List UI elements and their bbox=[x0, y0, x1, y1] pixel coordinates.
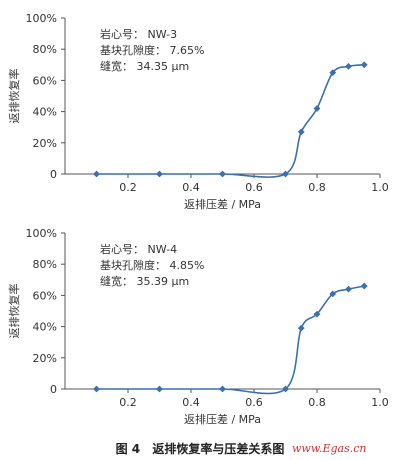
y-axis-title: 返排恢复率 bbox=[7, 284, 21, 339]
x-tick-label: 0.8 bbox=[308, 396, 326, 409]
data-point bbox=[282, 170, 289, 178]
data-point bbox=[313, 310, 321, 318]
figure-caption: 图 4 返排恢复率与压差关系图 bbox=[0, 440, 400, 457]
x-tick-label: 0.4 bbox=[182, 396, 200, 409]
annotation-line: 基块孔隙度： 4.85% bbox=[100, 258, 204, 272]
x-axis-title: 返排压差 / MPa bbox=[184, 412, 261, 426]
data-point bbox=[93, 170, 100, 178]
data-point bbox=[156, 385, 163, 393]
data-point bbox=[156, 170, 163, 178]
data-point bbox=[297, 324, 305, 332]
y-tick-label: 0 bbox=[50, 383, 57, 396]
data-point bbox=[93, 385, 100, 393]
data-point bbox=[360, 61, 368, 69]
y-axis-title: 返排恢复率 bbox=[7, 69, 21, 124]
series-line bbox=[96, 285, 365, 395]
x-tick-label: 0.2 bbox=[119, 396, 137, 409]
data-point bbox=[329, 290, 337, 298]
x-tick-label: 0.4 bbox=[182, 181, 200, 194]
y-tick-label: 80% bbox=[33, 258, 57, 271]
annotation-line: 岩心号： NW-4 bbox=[100, 242, 177, 256]
y-tick-label: 0 bbox=[50, 168, 57, 181]
data-point bbox=[345, 285, 352, 293]
data-point bbox=[313, 105, 321, 112]
x-tick-label: 1.0 bbox=[371, 396, 389, 409]
annotation-line: 基块孔隙度： 7.65% bbox=[100, 43, 204, 57]
x-tick-label: 0.6 bbox=[245, 181, 263, 194]
data-point bbox=[329, 69, 337, 76]
data-point bbox=[219, 385, 226, 393]
y-tick-label: 60% bbox=[33, 74, 57, 87]
y-tick-label: 80% bbox=[33, 43, 57, 56]
chart-nw4: 0 20% 40% 60% 80% 100% 0.2 0.4 0.6 0.8 1.0 返排压差 / M… bbox=[7, 227, 389, 426]
x-tick-label: 0.2 bbox=[119, 181, 137, 194]
x-axis-title: 返排压差 / MPa bbox=[184, 197, 261, 211]
y-tick-label: 20% bbox=[33, 352, 57, 365]
data-point bbox=[360, 282, 368, 290]
x-tick-label: 1.0 bbox=[371, 181, 389, 194]
data-point bbox=[282, 385, 289, 393]
y-tick-label: 40% bbox=[33, 106, 57, 119]
data-point bbox=[219, 170, 226, 178]
y-tick-label: 100% bbox=[26, 227, 57, 240]
annotation-line: 缝宽： 34.35 μm bbox=[100, 59, 189, 73]
figure-number: 图 4 bbox=[115, 442, 141, 456]
y-tick-label: 20% bbox=[33, 137, 57, 150]
x-tick-label: 0.8 bbox=[308, 181, 326, 194]
y-tick-label: 100% bbox=[26, 12, 57, 25]
x-tick-label: 0.6 bbox=[245, 396, 263, 409]
data-point bbox=[345, 62, 352, 70]
figure-title: 返排恢复率与压差关系图 bbox=[152, 442, 285, 456]
y-tick-label: 60% bbox=[33, 289, 57, 302]
series-line bbox=[96, 64, 365, 178]
y-tick-label: 40% bbox=[33, 321, 57, 334]
data-point bbox=[297, 128, 305, 136]
annotation-line: 缝宽： 35.39 μm bbox=[100, 274, 189, 288]
annotation-line: 岩心号： NW-3 bbox=[100, 27, 177, 41]
chart-nw3: 0 20% 40% 60% 80% 100% 0.2 0.4 0.6 0.8 1.0 返排压差 / M… bbox=[7, 12, 389, 211]
watermark-text: www.Egas.cn bbox=[292, 442, 367, 455]
